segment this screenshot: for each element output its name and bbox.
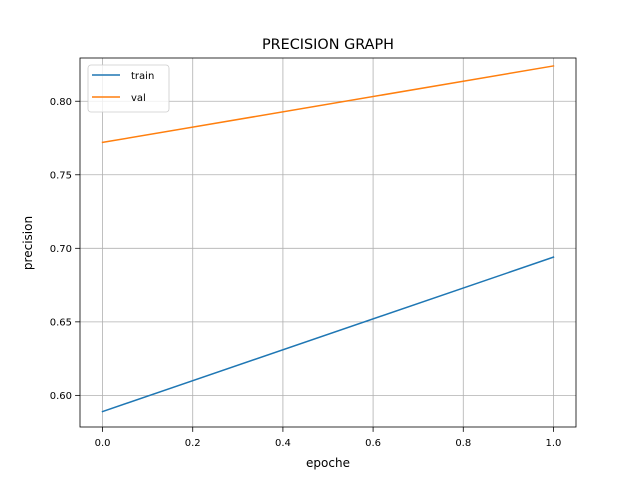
series-line-train bbox=[101, 256, 555, 413]
y-tick-label: 0.65 bbox=[50, 317, 72, 328]
x-tick-label: 0.6 bbox=[365, 438, 381, 449]
plot-frame bbox=[79, 57, 577, 428]
y-tick-label: 0.80 bbox=[50, 97, 72, 108]
x-tick-label: 0.2 bbox=[185, 438, 201, 449]
x-tick-label: 0.8 bbox=[455, 438, 471, 449]
series-lines bbox=[101, 65, 555, 413]
x-tick-label: 0.0 bbox=[95, 438, 111, 449]
y-axis-ticks: 0.60 0.65 0.70 0.75 0.80 bbox=[50, 97, 80, 402]
series-line-val bbox=[101, 65, 555, 144]
y-axis-label: precision bbox=[21, 216, 35, 270]
chart-title: PRECISION GRAPH bbox=[262, 37, 394, 53]
legend: train val bbox=[87, 64, 170, 113]
y-tick-label: 0.70 bbox=[50, 244, 72, 255]
y-tick-label: 0.60 bbox=[50, 391, 72, 402]
x-axis-ticks: 0.0 0.2 0.4 0.6 0.8 1.0 bbox=[95, 427, 562, 449]
x-tick-label: 1.0 bbox=[546, 438, 562, 449]
legend-label-train: train bbox=[131, 71, 154, 82]
y-tick-label: 0.75 bbox=[50, 170, 72, 181]
x-tick-label: 0.4 bbox=[275, 438, 291, 449]
x-axis-label: epoche bbox=[306, 456, 350, 470]
legend-box bbox=[87, 64, 170, 113]
grid bbox=[80, 58, 576, 427]
legend-label-val: val bbox=[131, 93, 146, 104]
